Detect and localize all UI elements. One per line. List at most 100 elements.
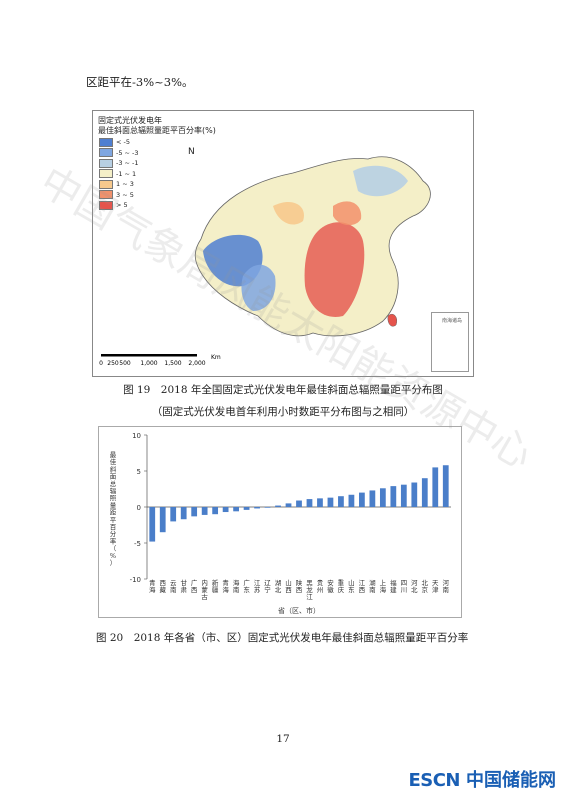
y-axis-label: 最佳斜面总辐照量距平百分率（%） [110, 451, 117, 567]
bar [421, 478, 428, 507]
x-tick-label: 四川 [401, 579, 408, 594]
x-tick-label: 广东 [243, 578, 250, 594]
x-tick-label: 山东 [348, 578, 355, 594]
bar [159, 507, 166, 533]
legend-swatch [99, 190, 113, 200]
scale-bar: 0 250 500 1,000 1,500 2,000 Km [99, 352, 239, 370]
bar [400, 484, 407, 507]
scale-label: 250 [107, 360, 119, 367]
x-tick-label: 黑龙江 [306, 579, 313, 601]
scale-label: 0 [99, 360, 103, 367]
figure-19-subcaption: （固定式光伏发电首年利用小时数距平分布图与之相同） [151, 406, 415, 418]
x-tick-label: 海南 [233, 578, 240, 594]
inset-label: 南海诸岛 [441, 318, 462, 324]
x-tick-label: 北京 [422, 579, 429, 594]
x-tick-label: 西藏 [159, 579, 166, 594]
x-tick-label: 天津 [432, 579, 439, 594]
legend-swatch [99, 148, 113, 158]
intro-text: 区距平在-3%~3%。 [86, 75, 194, 89]
north-arrow-icon: N [188, 147, 195, 157]
map-title-line1: 固定式光伏发电年 [98, 116, 162, 125]
page-number: 17 [276, 733, 290, 745]
legend-swatch [99, 137, 113, 147]
x-tick-label: 辽宁 [264, 579, 271, 594]
bar [275, 505, 281, 507]
x-tick-label: 重庆 [338, 579, 345, 594]
bar [317, 498, 323, 507]
x-tick-label: 湖南 [369, 578, 376, 594]
x-tick-label: 青海 [222, 578, 229, 594]
legend-label: -3 ~ -1 [116, 159, 139, 168]
bar [390, 486, 397, 507]
scale-bar-graphic: 0 250 500 1,000 1,500 2,000 Km [99, 354, 221, 367]
legend-swatch [99, 179, 113, 189]
bar [180, 507, 187, 520]
bar [170, 507, 177, 522]
x-tick-label: 广西 [191, 578, 198, 594]
y-tick-label: 10 [132, 432, 141, 440]
legend-swatch [99, 200, 113, 210]
bar [201, 507, 208, 515]
scale-label: 1,500 [164, 360, 181, 367]
logo-name: 中国储能网 [466, 770, 556, 791]
legend-item: 1 ~ 3 [99, 179, 139, 190]
legend-item: > 5 [99, 200, 139, 211]
x-tick-label: 青海 [149, 578, 156, 594]
x-tick-label: 云南 [170, 579, 177, 594]
bar [338, 496, 344, 507]
legend-label: > 5 [116, 201, 128, 210]
bar [233, 507, 239, 512]
bar [222, 507, 229, 513]
x-tick-label: 内蒙古 [201, 578, 208, 601]
legend-item: 3 ~ 5 [99, 190, 139, 201]
bar [432, 467, 439, 507]
legend-label: < -5 [116, 138, 130, 147]
x-tick-label: 江西 [359, 579, 366, 594]
scale-unit: Km [211, 354, 221, 361]
province-anomaly-chart: -10 -5 0 5 10 青海 西藏 云南 甘肃 广西 内蒙古 新疆 青海 海南 广东 江苏 辽宁 湖北 山西 陕西… [98, 426, 462, 618]
bar [285, 503, 292, 507]
logo-brand: ESCN [408, 770, 460, 791]
y-tick-label: 5 [137, 468, 141, 476]
legend-swatch [99, 169, 113, 179]
legend-item: -3 ~ -1 [99, 158, 139, 169]
bar [369, 490, 376, 507]
x-axis-label: 省（区、市） [278, 606, 320, 615]
x-tick-label: 新疆 [212, 578, 219, 594]
bar [442, 465, 449, 507]
legend-item: -5 ~ -3 [99, 148, 139, 159]
legend-swatch [99, 158, 113, 168]
bar [359, 492, 365, 507]
escn-logo[interactable]: ESCN 中国储能网 [408, 766, 556, 792]
china-map-graphic [194, 156, 431, 337]
bar [212, 507, 219, 515]
legend-label: -1 ~ 1 [116, 169, 137, 178]
x-tick-label: 陕西 [296, 578, 303, 594]
legend-item: < -5 [99, 137, 139, 148]
legend-label: -5 ~ -3 [116, 148, 139, 157]
bar-chart-svg: -10-50510青海西藏云南甘肃广西内蒙古新疆青海海南广东江苏辽宁湖北山西陕西… [110, 432, 451, 615]
x-tick-label: 河南 [443, 579, 450, 594]
y-tick-label: 0 [137, 504, 141, 512]
legend-item: -1 ~ 1 [99, 169, 139, 180]
x-tick-label: 江苏 [254, 579, 261, 594]
x-tick-label: 上海 [380, 578, 387, 594]
bar [379, 488, 386, 507]
scale-label: 500 [119, 360, 131, 367]
solar-anomaly-map: 固定式光伏发电年 最佳斜面总辐照量距平百分率(%) < -5 -5 ~ -3 -3 … [92, 110, 474, 377]
bar [191, 507, 198, 517]
bar [254, 507, 260, 509]
figure-20-caption: 图 20 2018 年各省（市、区）固定式光伏发电年最佳斜面总辐照量距平百分率 [96, 632, 469, 644]
bar [327, 497, 334, 507]
bar [411, 482, 418, 507]
bar [243, 507, 250, 510]
x-tick-label: 贵州 [317, 578, 324, 594]
x-tick-label: 甘肃 [180, 578, 187, 594]
south-sea-inset: 南海诸岛 [431, 312, 469, 372]
bar [296, 500, 302, 507]
bar [348, 494, 355, 507]
bar [149, 507, 156, 542]
x-tick-label: 河北 [411, 579, 418, 594]
legend-label: 1 ~ 3 [116, 180, 134, 189]
